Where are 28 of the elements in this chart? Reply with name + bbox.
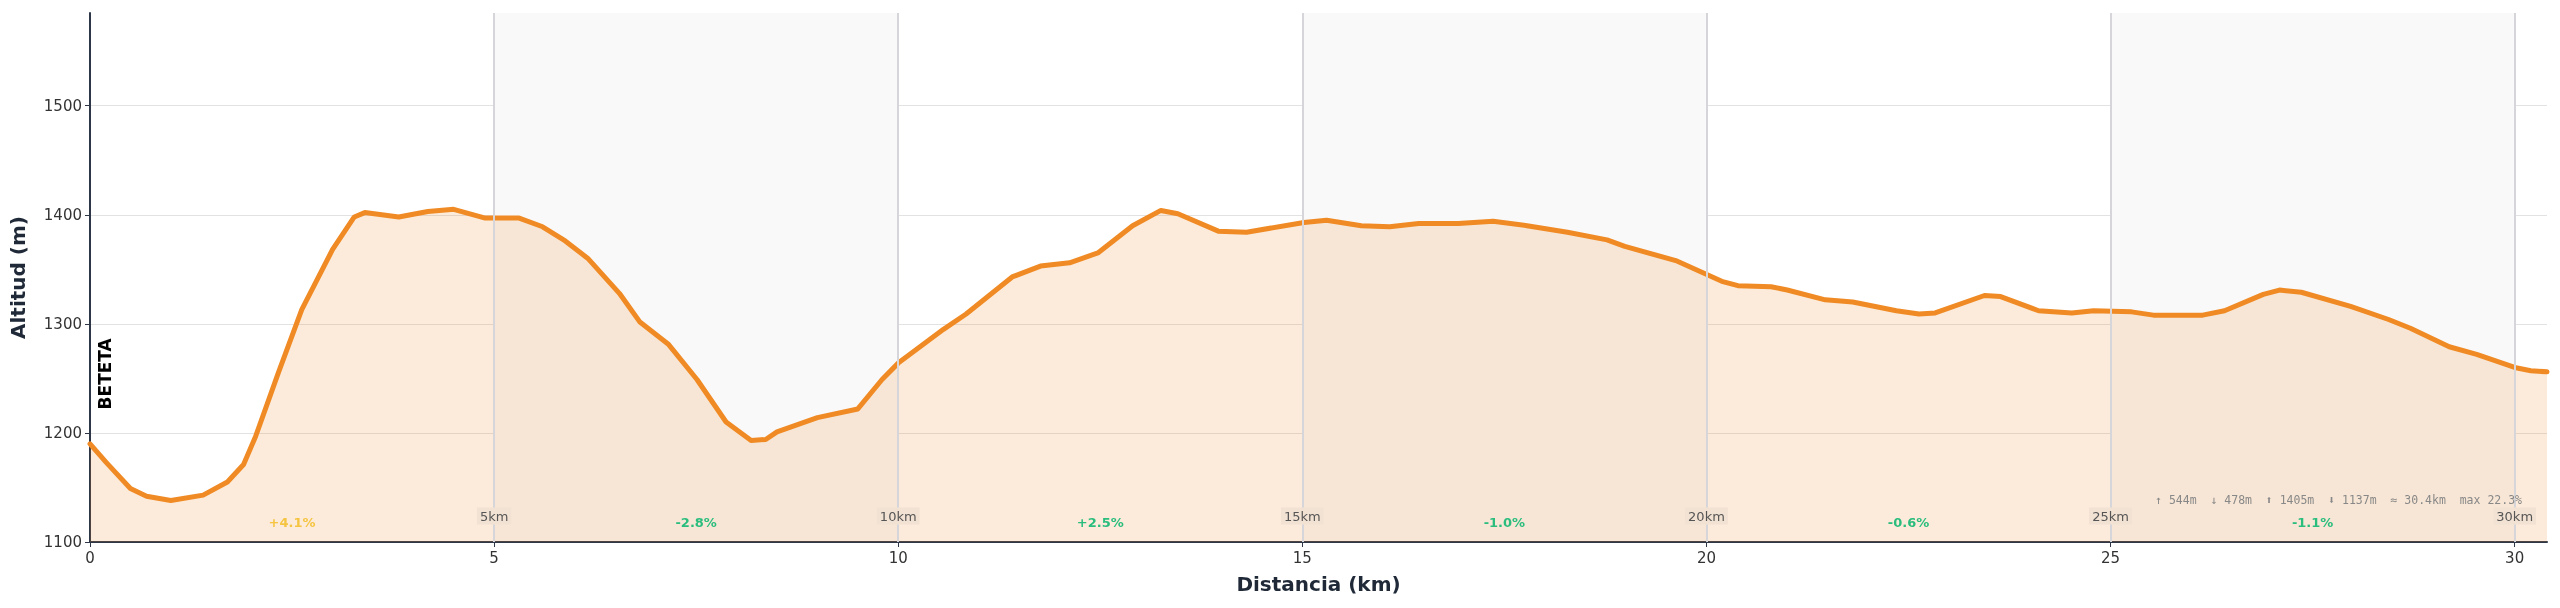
- y-tick-label: 1500: [43, 96, 82, 115]
- ref-line-label: 15km: [1283, 508, 1321, 524]
- y-tick-label: 1200: [43, 423, 82, 442]
- annotation: +4.1%: [268, 514, 316, 530]
- annotation: -2.8%: [675, 514, 717, 530]
- x-tick-label: 30: [2505, 548, 2525, 567]
- ref-line-label: 10km: [879, 508, 917, 524]
- ref-line-label: 30km: [2496, 508, 2534, 524]
- y-tick-label: 1300: [43, 314, 82, 333]
- annotation: -1.0%: [1483, 514, 1526, 530]
- annotation: -1.1%: [2291, 514, 2334, 530]
- x-tick-label: 25: [2101, 548, 2121, 567]
- x-tick-label: 20: [1696, 548, 1716, 567]
- y-axis-title: Altitud (m): [6, 216, 30, 339]
- x-tick-label: 10: [888, 548, 908, 567]
- x-tick-label: 5: [489, 548, 499, 567]
- x-axis-title: Distancia (km): [1236, 572, 1401, 596]
- x-tick-label: 15: [1292, 548, 1312, 567]
- annotation: BETETA: [95, 337, 115, 410]
- annotation: +2.5%: [1076, 514, 1124, 530]
- ref-line-label: 20km: [1688, 508, 1725, 524]
- ref-line-label: 25km: [2092, 508, 2129, 524]
- y-tick-label: 1100: [43, 533, 82, 551]
- annotation: -0.6%: [1887, 514, 1930, 530]
- x-tick-label: 0: [85, 548, 95, 567]
- y-tick-label: 1400: [43, 205, 82, 224]
- ref-line-label: 5km: [479, 508, 509, 524]
- annotation: ↑ 544m ↓ 478m ⬆ 1405m ⬇ 1137m ≈ 30.4km max 22.3%: [2155, 493, 2523, 507]
